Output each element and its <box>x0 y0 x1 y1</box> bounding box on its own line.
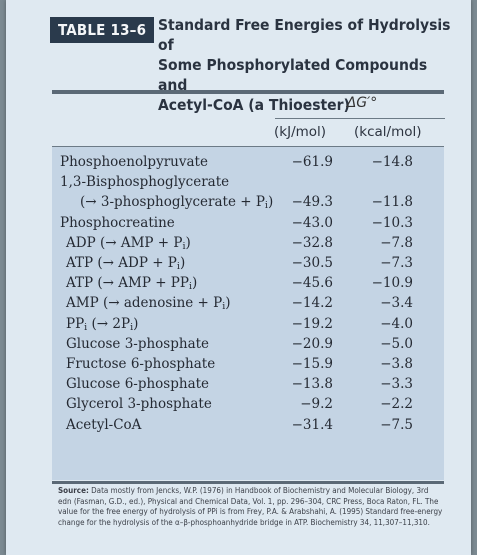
table-row: Glycerol 3-phosphate −9.2 −2.2 <box>6 396 471 416</box>
compound-name: Phosphocreatine <box>60 214 175 231</box>
table-row: Glucose 6-phosphate −13.8 −3.3 <box>6 376 471 396</box>
table-top-rule <box>52 90 444 94</box>
value-kcal-per-mol: −7.5 <box>380 416 413 433</box>
table-row: Acetyl-CoA −31.4 −7.5 <box>6 417 471 437</box>
compound-name: ATP (→ ADP + Pi) <box>66 255 186 272</box>
compound-name: Fructose 6-phosphate <box>66 356 216 372</box>
table-row: 1,3-Bisphosphoglycerate <box>6 174 471 194</box>
value-kj-per-mol: −20.9 <box>291 335 333 352</box>
compound-name: AMP (→ adenosine + Pi) <box>66 295 231 313</box>
value-kj-per-mol: −9.2 <box>300 396 333 413</box>
compound-name: ATP (→ AMP + PPi) <box>66 275 198 293</box>
value-kcal-per-mol: −3.8 <box>380 356 413 372</box>
table-row: AMP (→ adenosine + Pi) −14.2 −3.4 <box>6 295 471 315</box>
value-kj-per-mol: −15.9 <box>291 356 333 372</box>
value-kcal-per-mol: −11.8 <box>371 194 413 211</box>
compound-name: (→ 3-phosphoglycerate + Pi) <box>80 194 274 212</box>
value-kcal-per-mol: −4.0 <box>380 315 413 332</box>
header-group-rule <box>275 118 445 119</box>
value-kj-per-mol: −30.5 <box>291 255 333 271</box>
value-kcal-per-mol: −7.3 <box>380 255 413 271</box>
table-title-line: Standard Free Energies of Hydrolysis of <box>158 16 451 54</box>
table-row: Glucose 3-phosphate −20.9 −5.0 <box>6 336 471 356</box>
compound-name: 1,3-Bisphosphoglycerate <box>60 174 230 191</box>
value-kj-per-mol: −43.0 <box>291 214 333 231</box>
table-body <box>52 147 444 480</box>
value-kcal-per-mol: −7.8 <box>380 234 413 251</box>
source-text: Data mostly from Jencks, W.P. (1976) in … <box>58 486 443 527</box>
value-kj-per-mol: −32.8 <box>291 234 333 251</box>
value-kcal-per-mol: −5.0 <box>380 335 413 352</box>
header-bottom-rule <box>52 146 444 147</box>
table-row: Phosphocreatine −43.0 −10.3 <box>6 215 471 235</box>
value-kj-per-mol: −14.2 <box>291 295 333 312</box>
value-kj-per-mol: −31.4 <box>291 416 333 433</box>
value-kcal-per-mol: −10.9 <box>371 275 413 292</box>
compound-name: ADP (→ AMP + Pi) <box>66 234 191 252</box>
value-kj-per-mol: −19.2 <box>291 315 333 332</box>
table-row: ATP (→ ADP + Pi) −30.5 −7.3 <box>6 255 471 275</box>
table-row: PPi (→ 2Pi) −19.2 −4.0 <box>6 316 471 336</box>
compound-name: Glucose 3-phosphate <box>66 335 210 352</box>
table-row: ATP (→ AMP + PPi) −45.6 −10.9 <box>6 275 471 295</box>
compound-name: Glycerol 3-phosphate <box>66 396 212 413</box>
compound-name: Acetyl-CoA <box>66 416 142 433</box>
value-kj-per-mol: −13.8 <box>291 376 333 393</box>
value-kcal-per-mol: −3.3 <box>380 376 413 393</box>
value-kj-per-mol: −45.6 <box>291 275 333 292</box>
table-row: (→ 3-phosphoglycerate + Pi) −49.3 −11.8 <box>6 194 471 214</box>
value-kcal-per-mol: −2.2 <box>380 396 413 413</box>
value-kcal-per-mol: −10.3 <box>371 214 413 231</box>
source-note: Source: Data mostly from Jencks, W.P. (1… <box>58 486 443 528</box>
compound-name: Glucose 6-phosphate <box>66 376 210 393</box>
delta-g-header: ΔG′° <box>346 95 378 111</box>
table-bottom-rule <box>52 481 444 484</box>
compound-name: Phosphoenolpyruvate <box>60 154 208 170</box>
table-row: Fructose 6-phosphate −15.9 −3.8 <box>6 356 471 376</box>
table-row: ADP (→ AMP + Pi) −32.8 −7.8 <box>6 235 471 255</box>
column-header-kcal: (kcal/mol) <box>354 124 422 140</box>
textbook-page: TABLE 13–6 Standard Free Energies of Hyd… <box>6 0 471 555</box>
value-kj-per-mol: −61.9 <box>291 154 333 170</box>
table-title: Standard Free Energies of Hydrolysis of … <box>158 15 458 115</box>
table-row: Phosphoenolpyruvate −61.9 −14.8 <box>6 154 471 174</box>
table-title-line: Acetyl-CoA (a Thioester) <box>158 96 350 114</box>
value-kcal-per-mol: −3.4 <box>380 295 413 312</box>
column-header-kj: (kJ/mol) <box>274 124 327 140</box>
table-title-line: Some Phosphorylated Compounds and <box>158 56 428 94</box>
value-kcal-per-mol: −14.8 <box>371 154 413 170</box>
table-number-label: TABLE 13–6 <box>50 17 155 43</box>
compound-name: PPi (→ 2Pi) <box>66 315 139 333</box>
value-kj-per-mol: −49.3 <box>291 194 333 211</box>
source-label: Source: <box>58 486 89 495</box>
